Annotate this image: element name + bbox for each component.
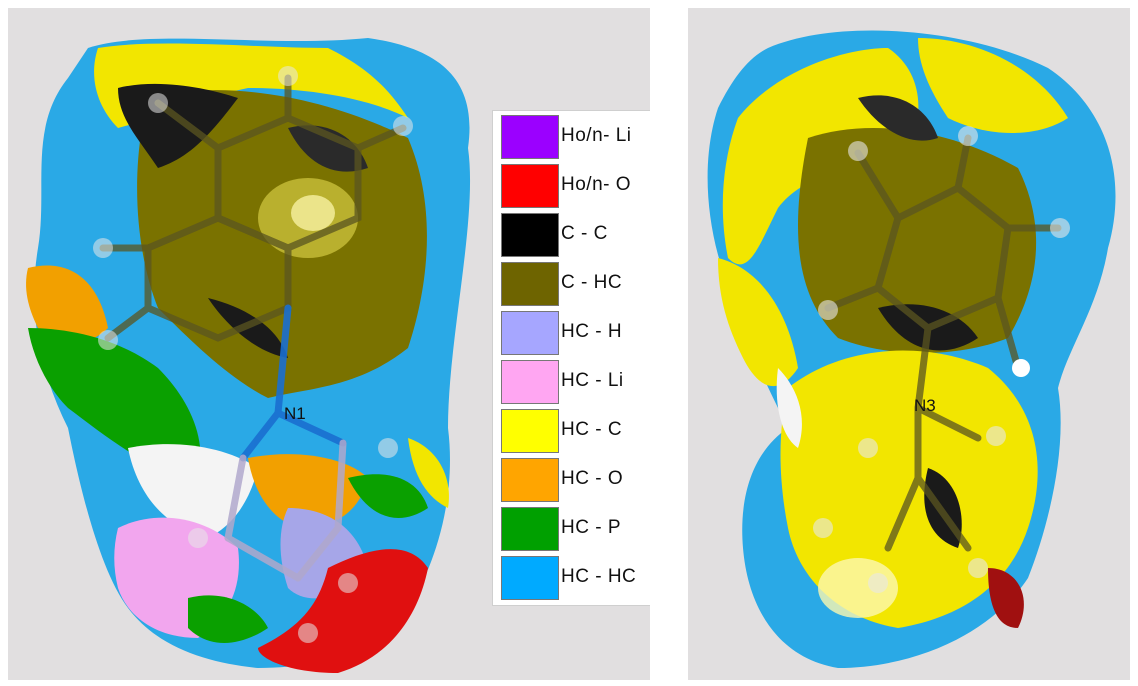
surface-highlight-core — [291, 195, 335, 231]
surface-green-patch-left — [28, 328, 201, 478]
surface-yellow-left — [718, 258, 798, 387]
color-legend: Ho/n- Li Ho/n- O C - C C - HC HC - H HC … — [492, 110, 650, 606]
legend-swatch — [501, 507, 559, 551]
surface-black-patch-upper — [858, 95, 938, 141]
hydrogen-atoms — [93, 66, 413, 643]
legend-label: HC - O — [561, 468, 624, 489]
legend-item: HC - P — [497, 505, 649, 551]
legend-swatch — [501, 262, 559, 306]
surface-green-patch-lower — [188, 595, 268, 643]
surface-yellow-patch-right — [408, 438, 449, 508]
legend-swatch — [501, 360, 559, 404]
surface-yellow-upper-right — [918, 38, 1068, 133]
legend-item: Ho/n- Li — [497, 113, 649, 159]
surface-red-patch — [258, 549, 428, 673]
surface-white-patch — [128, 444, 258, 538]
legend-label: C - HC — [561, 272, 623, 293]
legend-label: C - C — [561, 223, 608, 244]
legend-swatch — [501, 311, 559, 355]
legend-swatch — [501, 556, 559, 600]
surface-black-patch-top — [118, 83, 238, 168]
legend-label: HC - Li — [561, 370, 624, 391]
surface-red-patch — [988, 568, 1024, 628]
atom-label-n1: N1 — [284, 404, 306, 423]
legend-swatch — [501, 164, 559, 208]
surface-green-patch-right — [348, 474, 428, 518]
surface-orange-patch-left — [26, 265, 108, 343]
left-molecule-surface — [26, 38, 471, 673]
legend-item: C - HC — [497, 260, 649, 306]
molecule-bonds-lower — [239, 304, 347, 462]
molecule-bonds-ring-lower — [224, 439, 347, 582]
hydrogen-atoms — [813, 126, 1070, 593]
surface-yellow-lower — [780, 350, 1038, 628]
legend-swatch — [501, 213, 559, 257]
right-molecule-panel: N3 — [688, 8, 1130, 680]
legend-label: HC - C — [561, 419, 623, 440]
legend-swatch — [501, 115, 559, 159]
legend-label: HC - H — [561, 321, 623, 342]
legend-swatch — [501, 458, 559, 502]
surface-black-patch-mid — [288, 125, 368, 172]
legend-swatch — [501, 409, 559, 453]
legend-item: HC - H — [497, 309, 649, 355]
legend-label: Ho/n- Li — [561, 125, 632, 146]
legend-item: HC - C — [497, 407, 649, 453]
surface-white-patch — [776, 368, 802, 448]
hydrogen-atom-highlight — [1012, 359, 1030, 377]
molecule-skeleton — [824, 134, 1062, 552]
legend-item: HC - O — [497, 456, 649, 502]
legend-item: C - C — [497, 211, 649, 257]
legend-item: HC - HC — [497, 554, 649, 600]
legend-label: HC - P — [561, 517, 621, 538]
legend-item: HC - Li — [497, 358, 649, 404]
right-molecule-surface — [707, 30, 1116, 669]
legend-label: HC - HC — [561, 566, 637, 587]
left-molecule-panel: N1 Ho/n- Li Ho/n- O C - C C - HC HC - H … — [8, 8, 650, 680]
legend-item: Ho/n- O — [497, 162, 649, 208]
legend-label: Ho/n- O — [561, 174, 632, 195]
atom-label-n3: N3 — [914, 396, 936, 415]
